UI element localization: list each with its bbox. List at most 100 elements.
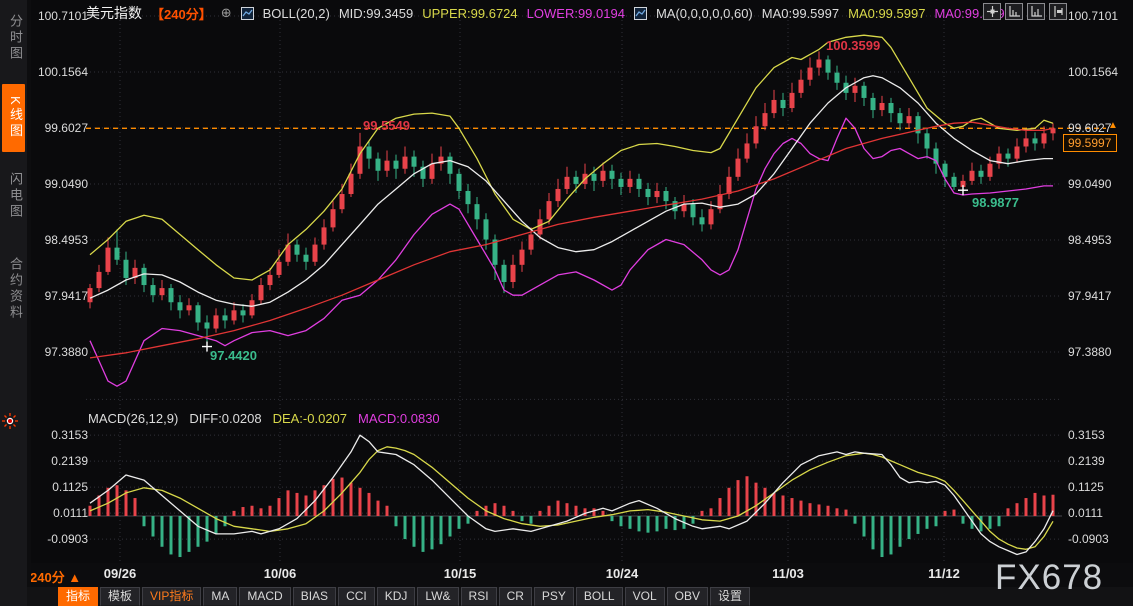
macd-hist-bar	[916, 516, 920, 534]
macd-hist-bar	[844, 509, 848, 516]
macd-hist-bar	[988, 516, 992, 529]
macd-hist-bar	[1042, 495, 1046, 516]
tab-RSI[interactable]: RSI	[460, 587, 497, 606]
macd-header: MACD(26,12,9) DIFF:0.0208 DEA:-0.0207 MA…	[88, 411, 440, 426]
macd-hist-bar	[304, 495, 308, 516]
macd-hist-bar	[196, 516, 200, 547]
macd-hist-bar	[574, 505, 578, 516]
candle-body	[825, 59, 831, 73]
tab-BIAS[interactable]: BIAS	[292, 587, 337, 606]
macd-axis-label-left: 0.2139	[51, 454, 88, 469]
candle-body	[735, 158, 741, 177]
candle-body	[447, 156, 453, 174]
macd-hist-bar	[556, 500, 560, 516]
tab-CR[interactable]: CR	[498, 587, 532, 606]
macd-hist-bar	[133, 498, 137, 516]
candle-body	[501, 264, 507, 283]
candle-body	[114, 247, 120, 260]
macd-hist-bar	[277, 498, 281, 516]
candle-body	[690, 204, 696, 218]
candle-body	[204, 322, 210, 329]
macd-hist-bar	[961, 516, 965, 524]
macd-hist-bar	[205, 516, 209, 542]
boll-label: BOLL(20,2)	[262, 5, 330, 21]
sidebar-item-闪电图[interactable]: 闪电图	[8, 172, 23, 220]
boll-upper-value: UPPER:99.6724	[422, 5, 518, 21]
macd-hist-bar	[880, 516, 884, 558]
candle-body	[384, 160, 390, 171]
macd-dea-line	[89, 446, 1054, 550]
macd-hist-bar	[997, 516, 1001, 527]
candle-body	[87, 288, 93, 303]
candle-body	[789, 92, 795, 109]
tab-设置[interactable]: 设置	[709, 587, 750, 606]
alert-burst-icon[interactable]	[2, 413, 18, 429]
candle-body	[348, 173, 354, 195]
macd-hist-bar	[358, 487, 362, 516]
candle-body	[96, 271, 102, 289]
macd-hist-bar	[511, 510, 515, 516]
tab-模板[interactable]: 模板	[100, 587, 141, 606]
tab-VIP指标[interactable]: VIP指标	[142, 587, 202, 606]
candle-body	[141, 267, 147, 286]
candle-body	[456, 173, 462, 191]
boll-upper-line	[89, 34, 1054, 281]
candle-body	[105, 247, 111, 272]
macd-hist-bar	[826, 505, 830, 516]
macd-axis-label-left: 0.1125	[52, 480, 88, 495]
period-selector[interactable]: 240分 ▲	[30, 570, 82, 585]
sidebar-item-合约资料[interactable]: 合约资料	[8, 257, 23, 321]
date-label: 10/24	[605, 566, 639, 581]
tab-BOLL[interactable]: BOLL	[575, 587, 623, 606]
circle-plus-icon[interactable]: ⊕	[220, 5, 232, 20]
tab-MACD[interactable]: MACD	[239, 587, 291, 606]
tab-OBV[interactable]: OBV	[666, 587, 708, 606]
tab-KDJ[interactable]: KDJ	[376, 587, 416, 606]
macd-hist-bar	[493, 503, 497, 516]
tab-CCI[interactable]: CCI	[338, 587, 375, 606]
macd-hist-bar	[349, 482, 353, 516]
macd-hist-bar	[376, 500, 380, 516]
candle-body	[1005, 153, 1011, 159]
tab-指标[interactable]: 指标	[58, 587, 99, 606]
macd-hist-bar	[448, 516, 452, 537]
pane-shift-icon[interactable]	[1049, 3, 1067, 20]
tab-LW&[interactable]: LW&	[417, 587, 459, 606]
chart-thumbnail-icon[interactable]	[240, 6, 254, 20]
boll-lower-line	[89, 117, 1053, 387]
macd-hist-bar	[268, 505, 272, 516]
macd-hist-bar	[709, 508, 713, 516]
macd-hist-bar	[1015, 503, 1019, 516]
macd-hist-bar	[232, 510, 236, 516]
sidebar-item-分时图[interactable]: 分时图	[8, 14, 23, 62]
tab-MA[interactable]: MA	[203, 587, 238, 606]
axis-zoom-out-icon[interactable]	[1027, 3, 1045, 20]
tab-VOL[interactable]: VOL	[624, 587, 665, 606]
candle-body	[870, 97, 876, 111]
period-tag[interactable]: 【240分】	[151, 6, 212, 22]
macd-hist-bar	[187, 516, 191, 552]
macd-axis-label-right: 0.3153	[1068, 428, 1105, 443]
sidebar-item-K线图[interactable]: K线图	[2, 84, 25, 152]
macd-diff-value: DIFF:0.0208	[189, 411, 262, 426]
ma0-value-white: MA0:99.5997	[761, 5, 840, 21]
candle-body	[339, 194, 345, 210]
tab-PSY[interactable]: PSY	[533, 587, 574, 606]
chart-thumbnail-icon[interactable]	[633, 6, 647, 20]
macd-axis-label-right: 0.1125	[1068, 480, 1104, 495]
macd-hist-bar	[538, 510, 542, 516]
macd-hist-bar	[250, 505, 254, 516]
candle-body	[879, 102, 885, 111]
macd-hist-bar	[637, 516, 641, 532]
axis-zoom-in-icon[interactable]	[1005, 3, 1023, 20]
candle-body	[240, 310, 246, 316]
macd-hist-bar	[619, 516, 623, 527]
crosshair-icon[interactable]	[983, 3, 1001, 20]
candle-body	[420, 166, 426, 179]
candle-body	[186, 305, 192, 311]
candle-body	[249, 300, 255, 316]
boll-mid-line	[89, 75, 1053, 307]
macd-hist-bar	[457, 516, 461, 529]
